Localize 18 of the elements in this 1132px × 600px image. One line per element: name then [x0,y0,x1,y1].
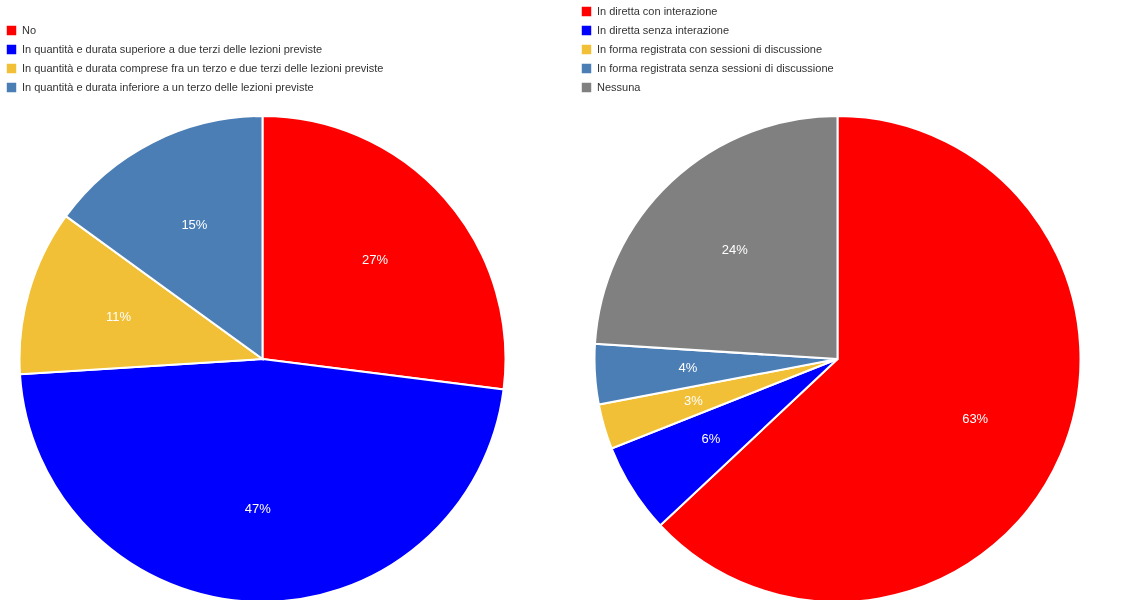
legend-label: In quantità e durata inferiore a un terzo delle lezioni previste [22,80,314,93]
data-label: 27% [362,251,389,267]
data-label: 24% [721,241,749,257]
legend-label: In diretta senza interazione [597,23,730,36]
data-label: 3% [684,392,704,408]
data-label: 4% [678,360,698,376]
legend-label: In quantità e durata comprese fra un terzo e due terzi delle lezioni previste [22,61,384,74]
data-label: 6% [701,431,721,447]
legend-label: Nessuna [597,80,642,93]
legend-label: In quantità e durata superiore a due terzi delle lezioni previste [22,42,323,55]
data-label: 47% [244,500,272,516]
data-label: 11% [105,309,132,325]
legend-label: No [22,23,37,36]
data-label: 15% [181,217,208,233]
legend-label: In forma registrata senza sessioni di discussione [597,61,834,74]
legend-label: In diretta con interazione [597,4,718,17]
legend-label: In forma registrata con sessioni di discussione [597,42,822,55]
data-label: 63% [962,410,989,426]
